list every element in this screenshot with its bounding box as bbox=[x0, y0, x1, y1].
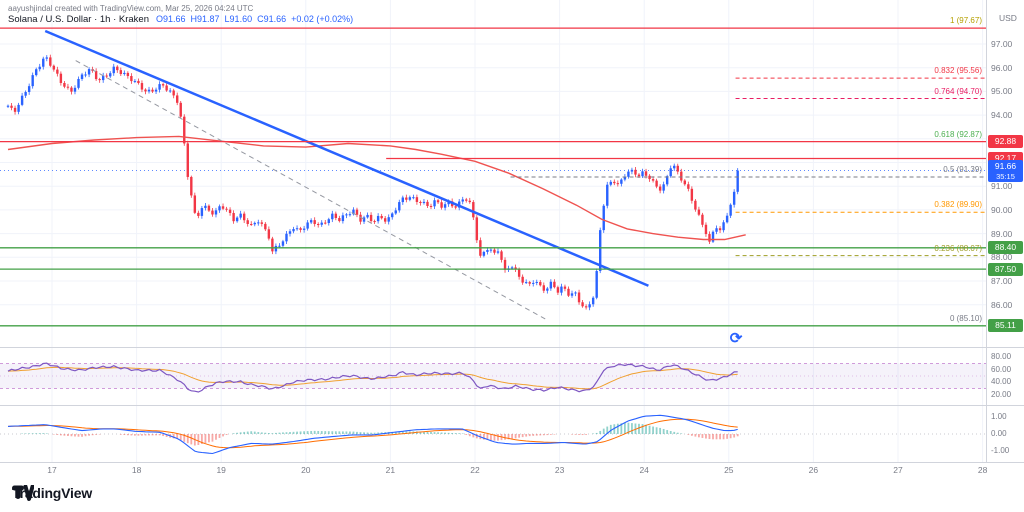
fib-label: 0 (85.10) bbox=[949, 314, 982, 324]
price-tick-label: 87.00 bbox=[991, 276, 1013, 286]
price-tick-label: 94.00 bbox=[991, 110, 1013, 121]
time-tick-label[interactable]: 25 bbox=[724, 465, 734, 475]
tradingview-logo-icon bbox=[12, 485, 34, 501]
fib-label: 0.382 (89.90) bbox=[934, 200, 982, 210]
ohlc-value: C91.66 bbox=[257, 14, 287, 24]
rsi-tick-label: 40.00 bbox=[991, 377, 1012, 387]
gridlines bbox=[0, 0, 986, 462]
fib-label: 0.5 (91.39) bbox=[943, 164, 982, 174]
price-tick-label: 89.00 bbox=[991, 228, 1013, 239]
ohlc-value: H91.87 bbox=[190, 14, 220, 24]
chart-legend[interactable]: Solana / U.S. Dollar · 1h · Kraken O91.66… bbox=[8, 14, 358, 25]
attribution-text: aayushjindal created with TradingView.co… bbox=[8, 4, 254, 13]
sync-icon[interactable]: ⟳ bbox=[729, 330, 743, 347]
price-badge: 85.11 bbox=[988, 319, 1023, 333]
price-tick-label: 95.00 bbox=[991, 86, 1013, 97]
rsi-ma-line bbox=[7, 366, 738, 390]
macd-signal-line bbox=[7, 418, 738, 449]
macd-tick-label: 0.00 bbox=[991, 429, 1007, 438]
price-tick-label: 96.00 bbox=[991, 62, 1013, 73]
time-tick-label[interactable]: 21 bbox=[385, 465, 396, 475]
price-tick-label: 97.00 bbox=[991, 39, 1013, 49]
tradingview-logo[interactable]: TradingView bbox=[12, 485, 92, 501]
price-tick-label: 90.00 bbox=[991, 204, 1013, 215]
time-tick-label[interactable]: 23 bbox=[554, 465, 565, 475]
fib-label: 0.236 (88.07) bbox=[934, 243, 982, 253]
ma-line bbox=[7, 135, 746, 241]
rsi-tick-label: 20.00 bbox=[991, 389, 1012, 399]
time-tick-label[interactable]: 17 bbox=[47, 465, 57, 475]
macd-pane[interactable] bbox=[0, 414, 986, 455]
rsi-tick-label: 80.00 bbox=[991, 352, 1012, 362]
rsi-pane[interactable] bbox=[0, 362, 986, 393]
downtrend-line[interactable] bbox=[44, 29, 649, 287]
macd-tick-label: -1.00 bbox=[991, 446, 1010, 455]
currency-label: USD bbox=[999, 13, 1017, 23]
fib-label: 0.832 (95.56) bbox=[934, 66, 982, 76]
price-tick-label: 86.00 bbox=[991, 299, 1013, 310]
fib-label: 1 (97.67) bbox=[949, 16, 982, 26]
rsi-line bbox=[7, 362, 738, 393]
chart-canvas[interactable] bbox=[0, 0, 1024, 482]
macd-line bbox=[7, 414, 738, 455]
price-badge: 88.40 bbox=[988, 241, 1023, 255]
symbol-title: Solana / U.S. Dollar · 1h · Kraken bbox=[8, 14, 149, 25]
price-badge: 92.88 bbox=[988, 135, 1023, 149]
time-tick-label[interactable]: 22 bbox=[470, 465, 480, 475]
time-tick-label[interactable]: 27 bbox=[893, 465, 903, 475]
fib-label: 0.618 (92.87) bbox=[934, 129, 982, 139]
rsi-tick-label: 60.00 bbox=[991, 364, 1012, 374]
price-badge: 91.66 35:15 bbox=[988, 159, 1023, 182]
ohlc-value: L91.60 bbox=[224, 14, 253, 24]
time-tick-label[interactable]: 20 bbox=[301, 465, 311, 475]
time-tick-label[interactable]: 18 bbox=[131, 465, 142, 475]
price-tick-label: 91.00 bbox=[991, 181, 1013, 192]
time-tick-label[interactable]: 28 bbox=[977, 465, 988, 475]
fib-label: 0.764 (94.70) bbox=[934, 86, 982, 96]
candlestick-series bbox=[6, 54, 739, 311]
time-tick-label[interactable]: 26 bbox=[808, 465, 819, 475]
ohlc-values: O91.66 H91.87 L91.60 C91.66 +0.02 (+0.02%) bbox=[156, 14, 358, 25]
ohlc-value: O91.66 bbox=[155, 14, 186, 24]
time-tick-label[interactable]: 24 bbox=[639, 465, 649, 475]
time-tick-label[interactable]: 19 bbox=[216, 465, 226, 475]
price-badge: 87.50 bbox=[988, 262, 1023, 276]
macd-tick-label: 1.00 bbox=[991, 412, 1007, 421]
price-tick-label: 88.00 bbox=[991, 252, 1013, 263]
ohlc-value: +0.02 (+0.02%) bbox=[291, 14, 354, 24]
